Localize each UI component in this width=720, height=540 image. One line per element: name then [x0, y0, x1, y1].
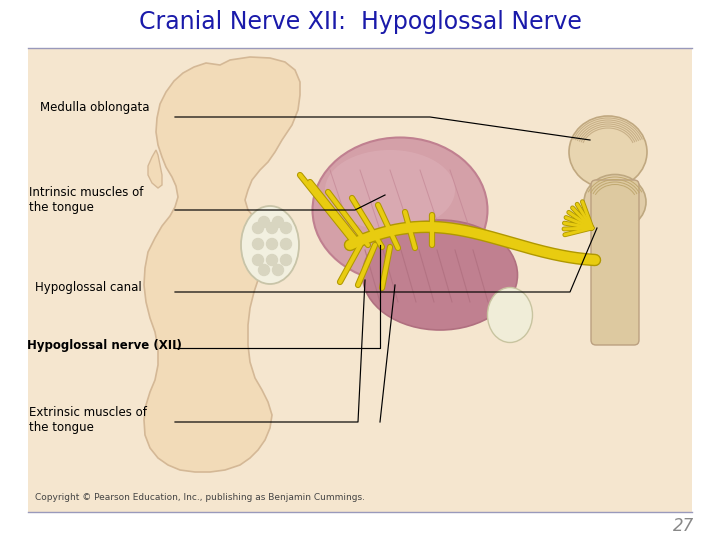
Circle shape	[281, 254, 292, 266]
Circle shape	[258, 265, 269, 275]
Text: Cranial Nerve XII:  Hypoglossal Nerve: Cranial Nerve XII: Hypoglossal Nerve	[138, 10, 582, 34]
Circle shape	[272, 217, 284, 227]
Circle shape	[253, 254, 264, 266]
Circle shape	[281, 239, 292, 249]
Text: Medulla oblongata: Medulla oblongata	[40, 102, 149, 114]
Text: Intrinsic muscles of
the tongue: Intrinsic muscles of the tongue	[29, 186, 143, 214]
Circle shape	[266, 222, 277, 233]
FancyBboxPatch shape	[591, 180, 639, 345]
Circle shape	[253, 222, 264, 233]
Text: Copyright © Pearson Education, Inc., publishing as Benjamin Cummings.: Copyright © Pearson Education, Inc., pub…	[35, 494, 365, 503]
Polygon shape	[144, 57, 300, 472]
Ellipse shape	[325, 150, 455, 230]
Ellipse shape	[362, 220, 518, 330]
Polygon shape	[148, 150, 162, 188]
Circle shape	[258, 217, 269, 227]
Circle shape	[253, 239, 264, 249]
Circle shape	[266, 239, 277, 249]
Circle shape	[272, 265, 284, 275]
Ellipse shape	[241, 206, 299, 284]
Circle shape	[281, 222, 292, 233]
Text: Hypoglossal nerve (XII): Hypoglossal nerve (XII)	[27, 339, 182, 352]
Bar	[28, 48, 692, 512]
Text: Hypoglossal canal: Hypoglossal canal	[35, 281, 141, 294]
Ellipse shape	[487, 287, 533, 342]
Ellipse shape	[584, 174, 646, 230]
Text: Extrinsic muscles of
the tongue: Extrinsic muscles of the tongue	[29, 406, 147, 434]
Ellipse shape	[312, 138, 487, 282]
Circle shape	[266, 254, 277, 266]
Ellipse shape	[569, 116, 647, 188]
Text: 27: 27	[672, 517, 694, 535]
